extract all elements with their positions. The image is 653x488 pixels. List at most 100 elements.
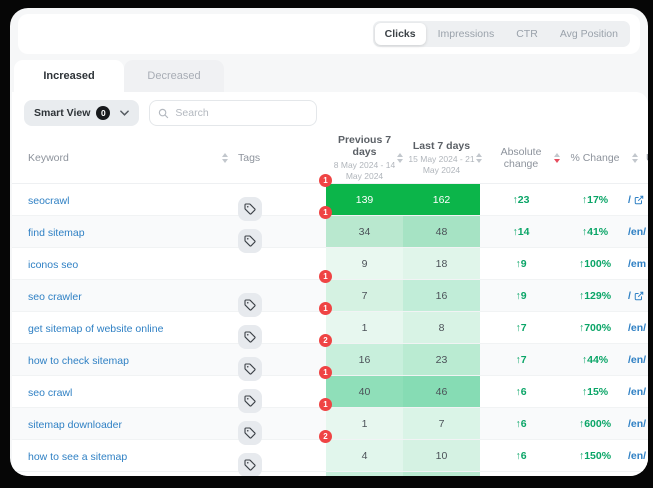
metric-tab-ctr[interactable]: CTR [516, 28, 538, 40]
tags-cell: 2 [238, 333, 332, 381]
keyword-link[interactable]: sitemap downloader [28, 418, 122, 431]
tag-chip[interactable] [238, 324, 262, 349]
header-last-7-days[interactable]: Last 7 days 15 May 2024 - 21 May 2024 [403, 139, 482, 175]
smart-view-dropdown[interactable]: Smart View 0 [24, 100, 140, 126]
previous-value-cell: 7 [326, 280, 403, 311]
sort-icon [222, 152, 228, 163]
keyword-cell: seocrawl [28, 191, 238, 209]
absolute-change-cell: ↑7 [515, 321, 527, 334]
header-tags: Tags [238, 152, 326, 164]
absolute-change-cell: ↑9 [515, 289, 527, 302]
tag-chip[interactable] [238, 292, 262, 317]
percent-change-cell: ↑600% [578, 417, 612, 430]
header-absolute-change[interactable]: Absolute change [480, 146, 562, 170]
table-row: find sitemap 1 34 48 ↑14 ↑41% /en/ [12, 205, 648, 253]
header-url[interactable]: URL [628, 152, 648, 164]
url-text: /en/ [628, 449, 647, 462]
header-previous-range: 8 May 2024 - 14 May 2024 [333, 159, 396, 181]
keyword-cell: how to check sitemap [28, 351, 238, 369]
url-link[interactable]: /en/ [628, 418, 648, 430]
smart-view-count-badge: 0 [96, 106, 111, 120]
filter-bar: Smart View 0 [12, 92, 648, 132]
table-row: how to see a sitemap 2 4 10 ↑6 ↑150% /en… [12, 429, 648, 476]
header-tags-label: Tags [238, 151, 261, 164]
percent-change-cell: ↑15% [581, 385, 609, 398]
tab-increased[interactable]: Increased [14, 60, 124, 92]
metric-tab-clicks[interactable]: Clicks [374, 23, 426, 45]
tag-chip[interactable] [238, 356, 262, 381]
percent-change-cell: ↑17% [581, 193, 609, 206]
keyword-link[interactable]: get sitemap of website online [28, 322, 164, 335]
tag-chip[interactable] [238, 420, 262, 445]
tags-cell: 1 [238, 269, 332, 317]
absolute-change-cell: ↑6 [515, 449, 527, 462]
header-absolute-line2: change [503, 157, 539, 170]
header-previous-title: Previous 7 days [337, 133, 392, 158]
smart-view-label: Smart View [34, 107, 91, 119]
sort-icon [476, 152, 482, 163]
sort-icon [397, 152, 403, 163]
tag-icon [244, 362, 256, 375]
header-last-title: Last 7 days [412, 139, 471, 152]
search-box [149, 100, 318, 126]
header-percent-change[interactable]: % Change [562, 152, 638, 164]
url-text: /en/ [628, 225, 647, 238]
keyword-link[interactable]: seo crawl [28, 386, 73, 399]
table-row-partial [12, 472, 648, 476]
url-cell: /en/ [628, 226, 648, 238]
tab-decreased[interactable]: Decreased [124, 60, 224, 92]
absolute-change-cell: ↑23 [512, 193, 530, 206]
url-link[interactable]: /em [628, 258, 648, 270]
keyword-cell: get sitemap of website online [28, 319, 238, 337]
keyword-link[interactable]: iconos seo [28, 258, 79, 271]
header-keyword[interactable]: Keyword [28, 152, 238, 164]
tag-chip[interactable] [238, 228, 262, 253]
url-link[interactable]: / [628, 290, 648, 302]
keyword-cell: seo crawl [28, 383, 238, 401]
header-previous-7-days[interactable]: Previous 7 days 8 May 2024 - 14 May 2024 [326, 134, 403, 181]
tag-chip[interactable] [238, 388, 262, 413]
keyword-link[interactable]: seocrawl [28, 194, 70, 207]
tag-chip-wrap: 1 [238, 205, 332, 253]
url-cell: /en/ [628, 418, 648, 430]
tags-cell: 1 [238, 301, 332, 349]
tag-icon [244, 298, 256, 311]
keyword-link[interactable]: how to check sitemap [28, 354, 129, 367]
search-input[interactable] [175, 107, 296, 119]
keyword-link[interactable]: find sitemap [28, 226, 85, 239]
url-link[interactable]: / [628, 194, 648, 206]
url-text: /en/ [628, 353, 647, 366]
url-text: / [628, 289, 631, 302]
keyword-link[interactable]: seo crawler [28, 290, 82, 303]
url-link[interactable]: /en/ [628, 322, 648, 334]
metric-tab-impressions[interactable]: Impressions [437, 28, 495, 40]
url-link[interactable]: /en/ [628, 450, 648, 462]
header-absolute-line1: Absolute [500, 145, 542, 158]
percent-change-cell: ↑100% [578, 257, 612, 270]
search-icon [158, 108, 169, 119]
url-text: /em [628, 257, 647, 270]
url-text: /en/ [628, 385, 647, 398]
keyword-cell: find sitemap [28, 223, 238, 241]
url-link[interactable]: /en/ [628, 354, 648, 366]
header-url-label: URL [646, 152, 648, 164]
url-cell: /en/ [628, 354, 648, 366]
metric-tab-avg-position[interactable]: Avg Position [559, 28, 618, 40]
keyword-cell: iconos seo [28, 255, 238, 273]
sort-icon [632, 152, 638, 163]
tag-chip[interactable] [238, 452, 262, 476]
keyword-link[interactable]: how to see a sitemap [28, 450, 128, 463]
tags-cell: 1 [238, 205, 332, 253]
last-value-cell: 46 [403, 376, 480, 407]
previous-value-cell: 40 [326, 376, 403, 407]
tag-chip[interactable] [238, 196, 262, 221]
url-link[interactable]: /en/ [628, 226, 648, 238]
table-body: seocrawl 1 139 162 ↑23 ↑17% / find sitem… [12, 173, 648, 476]
last-value-cell: 10 [403, 440, 480, 471]
url-link[interactable]: /en/ [628, 386, 648, 398]
last-value-cell: 8 [403, 312, 480, 343]
previous-value-cell: 9 [326, 248, 403, 279]
url-text: /en/ [628, 321, 647, 334]
url-text: /en/ [628, 417, 647, 430]
